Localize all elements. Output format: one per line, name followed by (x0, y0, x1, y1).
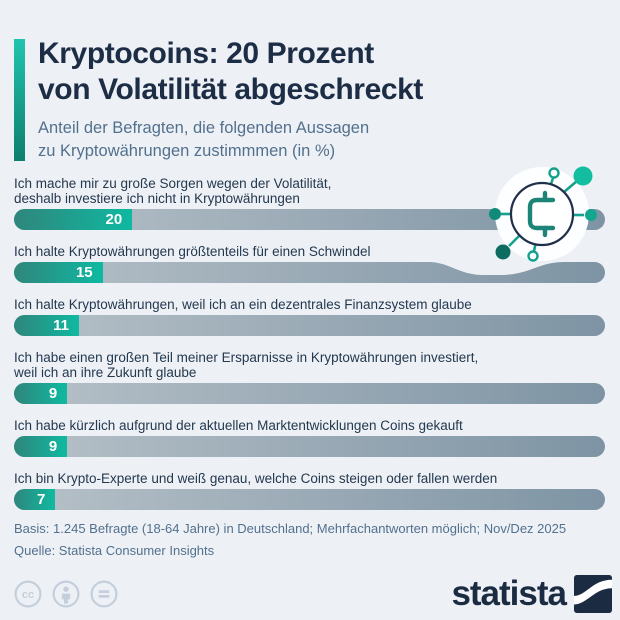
bar-label: Ich halte Kryptowährungen, weil ich an e… (14, 297, 472, 312)
network-node (573, 166, 593, 186)
source-note: Quelle: Statista Consumer Insights (14, 543, 215, 558)
page-title: Kryptocoins: 20 Prozent von Volatilität … (38, 36, 605, 108)
title-line-2: von Volatilität abgeschreckt (38, 73, 424, 106)
network-lines (501, 177, 584, 252)
statista-logo-text: statista (451, 574, 567, 613)
subtitle-line-1: Anteil der Befragten, die folgenden Auss… (38, 119, 370, 137)
bar-value: 20 (105, 211, 123, 228)
bar-fill: 11 (14, 315, 79, 336)
bottom-row: cc statista (14, 575, 612, 613)
chart-row: Ich bin Krypto-Experte und weiß genau, w… (14, 471, 605, 510)
bar: 11 (14, 315, 605, 336)
bar-fill: 9 (14, 383, 68, 404)
network-node (489, 208, 501, 220)
chart-row: Ich halte Kryptowährungen, weil ich an e… (14, 297, 605, 336)
bar: 9 (14, 436, 605, 457)
basis-note: Basis: 1.245 Befragte (18-64 Jahre) in D… (14, 521, 567, 536)
title-line-1: Kryptocoins: 20 Prozent (38, 37, 374, 70)
bar: 9 (14, 383, 605, 404)
network-node (585, 209, 597, 221)
network-node (495, 244, 511, 260)
bar-track (14, 489, 605, 510)
cc-equal-icon[interactable] (90, 580, 118, 608)
chart-row: Ich habe einen großen Teil meiner Erspar… (14, 350, 605, 404)
bar-value: 11 (53, 317, 69, 334)
crypto-coin-icon (489, 166, 597, 262)
cc-attribution-icon[interactable] (52, 580, 80, 608)
bar-value: 9 (48, 438, 58, 455)
chart-row: Ich halte Kryptowährungen größtenteils f… (14, 244, 605, 283)
subtitle: Anteil der Befragten, die folgenden Auss… (38, 117, 605, 162)
bar-fill: 9 (14, 436, 68, 457)
bar: 20 (14, 209, 605, 230)
bar-label: Ich mache mir zu große Sorgen wegen der … (14, 176, 332, 206)
chart-row: Ich habe kürzlich aufgrund der aktuellen… (14, 418, 605, 457)
cc-license-icon[interactable]: cc (14, 580, 42, 608)
bar-label: Ich halte Kryptowährungen größtenteils f… (14, 244, 371, 259)
bar-track (14, 383, 605, 404)
bar-label: Ich bin Krypto-Experte und weiß genau, w… (14, 471, 498, 486)
crypto-c-glyph (527, 190, 556, 238)
bar-track (14, 262, 605, 283)
chart-row: Ich mache mir zu große Sorgen wegen der … (14, 176, 605, 230)
bar-label: Ich habe kürzlich aufgrund der aktuellen… (14, 418, 463, 433)
bar-fill: 7 (14, 489, 56, 510)
footnotes: Basis: 1.245 Befragte (18-64 Jahre) in D… (14, 518, 605, 562)
bar-value: 7 (37, 491, 46, 508)
bar-value: 15 (75, 264, 93, 281)
bar: 15 (14, 262, 605, 283)
svg-text:cc: cc (22, 589, 34, 601)
cc-license-group[interactable]: cc (14, 580, 118, 608)
statista-logo-mark (574, 575, 612, 613)
bar-fill: 15 (14, 262, 103, 283)
bar: 7 (14, 489, 605, 510)
bar-value: 9 (48, 385, 58, 402)
bar-label: Ich habe einen großen Teil meiner Erspar… (14, 350, 479, 380)
header: Kryptocoins: 20 Prozent von Volatilität … (14, 36, 605, 162)
bar-track (14, 315, 605, 336)
bar-track (14, 209, 605, 230)
bar-track (14, 436, 605, 457)
subtitle-line-2: zu Kryptowährungen zustimmmen (in %) (38, 141, 336, 160)
network-node-ring (527, 250, 539, 262)
bar-fill: 20 (14, 209, 133, 230)
network-node-ring (548, 167, 560, 179)
coin-ring (509, 181, 575, 247)
accent-bar (14, 39, 25, 161)
statista-logo[interactable]: statista (451, 575, 612, 613)
bar-chart: Ich mache mir zu große Sorgen wegen der … (14, 176, 605, 510)
